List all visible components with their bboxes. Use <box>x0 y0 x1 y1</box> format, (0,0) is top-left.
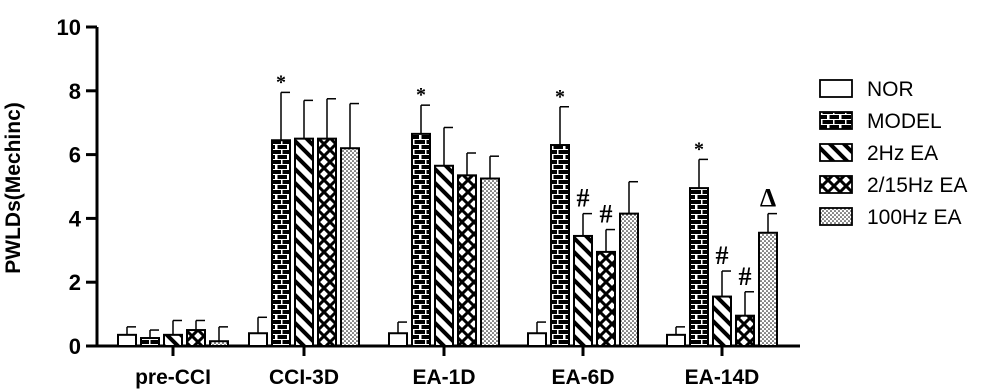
x-tick-label: pre-CCI <box>135 366 211 389</box>
bar <box>480 177 500 347</box>
significance-mark: # <box>739 262 752 291</box>
bar <box>550 144 570 347</box>
significance-mark: # <box>716 241 729 270</box>
bar <box>573 234 593 348</box>
bar <box>619 212 639 347</box>
legend-label: 2/15Hz EA <box>867 174 967 197</box>
y-tick-label: 0 <box>69 334 81 359</box>
x-tick-label: EA-6D <box>551 366 614 389</box>
bar <box>186 329 206 347</box>
y-tick-label: 8 <box>69 79 81 104</box>
bar <box>340 147 360 347</box>
x-tick-label: EA-14D <box>685 366 760 389</box>
significance-mark: * <box>276 71 286 93</box>
bar <box>666 333 686 347</box>
bar <box>163 333 183 347</box>
legend-swatch <box>819 79 853 98</box>
legend-swatch <box>819 175 853 194</box>
bar <box>758 231 778 348</box>
y-tick-label: 10 <box>57 15 81 40</box>
bar <box>735 314 755 348</box>
x-tick-label: CCI-3D <box>269 366 339 389</box>
bar <box>209 340 229 347</box>
legend-label: MODEL <box>867 110 942 133</box>
significance-annotations: * * * * # # # # Δ <box>276 71 776 290</box>
legend-swatch <box>819 111 853 130</box>
bar <box>434 164 454 347</box>
x-tick-label: EA-1D <box>412 366 475 389</box>
significance-mark: * <box>555 86 565 108</box>
legend-label: 2Hz EA <box>867 142 938 165</box>
bar <box>411 132 431 347</box>
bar <box>271 139 291 347</box>
y-tick-label: 6 <box>69 143 81 168</box>
legend-label: 100Hz EA <box>867 206 962 229</box>
significance-mark: * <box>416 84 426 106</box>
bar <box>527 332 547 347</box>
legend: NOR MODEL 2Hz EA 2/15Hz EA 100Hz EA <box>819 78 967 229</box>
y-tick-label: 4 <box>69 206 82 231</box>
legend-label: NOR <box>867 78 914 101</box>
bar <box>596 250 616 348</box>
significance-mark: * <box>694 138 704 160</box>
legend-swatch <box>819 143 853 162</box>
significance-mark: Δ <box>760 184 776 213</box>
bar <box>140 337 160 347</box>
y-axis-title: PWLDs(Mechinc) <box>2 102 25 274</box>
bar <box>712 295 732 347</box>
bar <box>457 174 477 347</box>
bar <box>689 187 709 347</box>
bar <box>388 332 408 347</box>
bar <box>248 332 268 347</box>
y-tick-label: 2 <box>69 270 81 295</box>
x-axis: pre-CCI CCI-3D EA-1D EA-6D EA-14D <box>95 344 800 389</box>
significance-mark: # <box>577 184 590 213</box>
legend-swatch <box>819 207 853 226</box>
bar <box>317 137 337 347</box>
significance-mark: # <box>600 200 613 229</box>
bars <box>117 91 778 348</box>
bar <box>117 333 137 347</box>
bar <box>294 137 314 347</box>
y-axis: 0 2 4 6 8 10 <box>57 15 99 359</box>
